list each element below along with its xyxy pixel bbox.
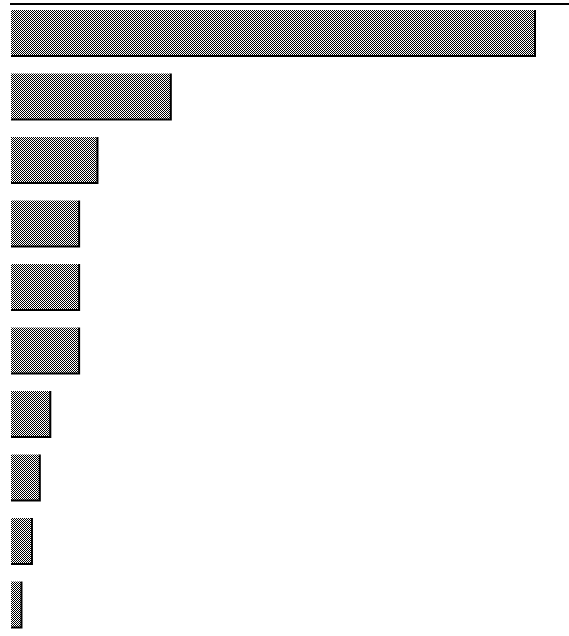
bar-edge-3: [11, 137, 99, 184]
bar-edge-2: [11, 73, 172, 121]
bar-6: [11, 327, 80, 374]
bar-edge-8: [11, 454, 41, 502]
bar-8: [11, 454, 40, 501]
bar-10: [11, 581, 22, 628]
bar-7: [11, 391, 51, 437]
bar-4: [11, 200, 80, 247]
bar-2: [11, 73, 171, 120]
bar-edge-10: [11, 581, 23, 629]
bar-edge-6: [11, 327, 81, 375]
bar-9: [11, 518, 32, 564]
bar-edge-1: [11, 10, 536, 57]
bar-edge-4: [11, 200, 81, 248]
bar-edge-7: [11, 391, 52, 438]
bar-3: [11, 137, 98, 183]
bar-5: [11, 264, 80, 310]
bar-edge-5: [11, 264, 81, 311]
bar-1: [11, 10, 535, 56]
bar-edge-9: [11, 518, 33, 565]
bar-group: [11, 10, 536, 629]
